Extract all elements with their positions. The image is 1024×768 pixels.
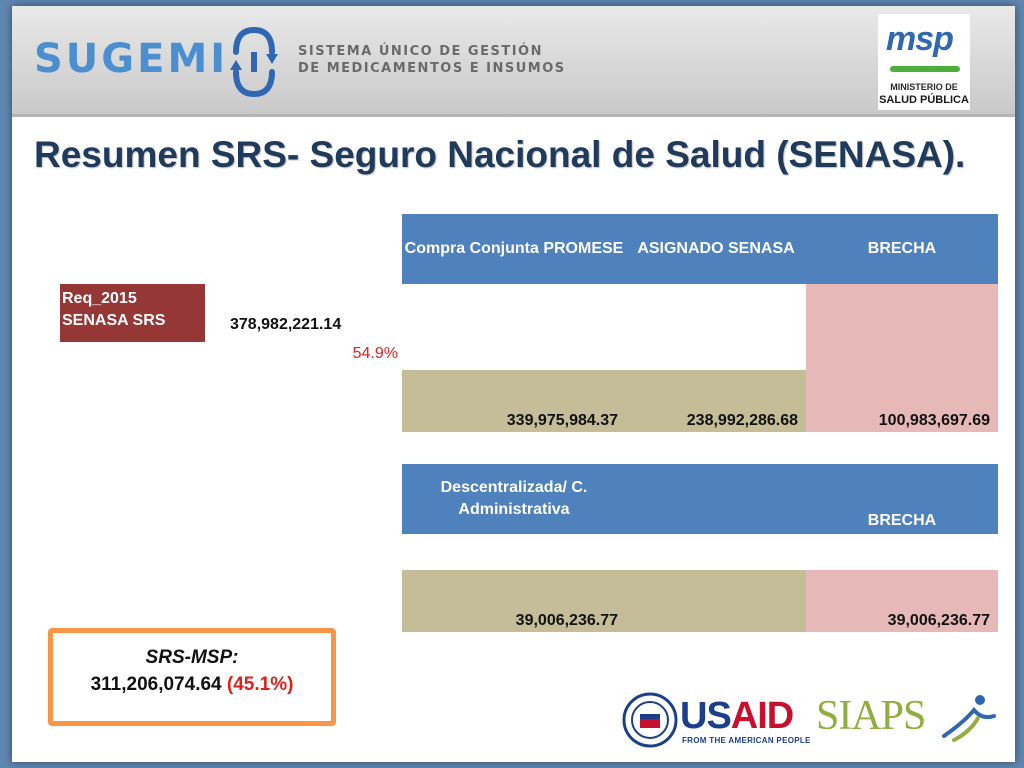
slide-title: Resumen SRS- Seguro Nacional de Salud (S… bbox=[34, 134, 966, 175]
descentralizada-value: 39,006,236.77 bbox=[402, 570, 626, 632]
sugemi-cycle-icon bbox=[230, 26, 278, 98]
srs-msp-value-line: 311,206,074.64 (45.1%) bbox=[53, 674, 331, 696]
brecha-1-spacer bbox=[806, 284, 998, 370]
header-asignado-senasa: ASIGNADO SENASA bbox=[626, 214, 806, 284]
usaid-tagline: FROM THE AMERICAN PEOPLE bbox=[682, 736, 811, 745]
siaps-logo-text: SIAPS bbox=[816, 693, 926, 739]
asignado-value: 238,992,286.68 bbox=[626, 370, 806, 432]
msp-logo-mark: msp bbox=[886, 20, 954, 58]
srs-msp-label: SRS-MSP: bbox=[145, 647, 239, 668]
srs-msp-value: 311,206,074.64 bbox=[90, 674, 222, 695]
msp-logo-bar bbox=[890, 66, 960, 72]
req-percent: 54.9% bbox=[352, 345, 398, 362]
header-brecha-1: BRECHA bbox=[806, 214, 998, 284]
sugemi-tagline: SISTEMA ÚNICO DE GESTIÓN DE MEDICAMENTOS… bbox=[298, 44, 566, 76]
header-band: SUGEMI SISTEMA ÚNICO DE GESTIÓN DE MEDIC… bbox=[12, 6, 1015, 117]
siaps-figure-icon bbox=[942, 695, 996, 742]
sugemi-logo-text: SUGEMI bbox=[34, 36, 229, 82]
descentralizada-empty bbox=[626, 570, 806, 632]
header-descentralizada: Descentralizada/ C. Administrativa bbox=[402, 464, 626, 534]
msp-logo: msp MINISTERIO DE SALUD PÚBLICA bbox=[878, 14, 970, 110]
compra-value: 339,975,984.37 bbox=[402, 370, 626, 432]
slide: SUGEMI SISTEMA ÚNICO DE GESTIÓN DE MEDIC… bbox=[12, 6, 1015, 762]
req-label-box: Req_2015 SENASA SRS bbox=[60, 284, 205, 342]
header-compra-conjunta: Compra Conjunta PROMESE bbox=[402, 214, 626, 284]
usaid-seal-icon bbox=[622, 692, 678, 748]
req-value: 378,982,221.14 bbox=[230, 316, 342, 333]
header-brecha-2: BRECHA bbox=[806, 464, 998, 534]
header-empty bbox=[626, 464, 806, 534]
srs-msp-percent: (45.1%) bbox=[226, 674, 294, 695]
brecha-2-value: 39,006,236.77 bbox=[806, 570, 998, 632]
msp-logo-line1: MINISTERIO DE bbox=[890, 82, 958, 92]
msp-logo-line2: SALUD PÚBLICA bbox=[879, 94, 969, 106]
usaid-logo-text: USAID bbox=[680, 695, 794, 737]
brecha-1-value: 100,983,697.69 bbox=[806, 370, 998, 432]
srs-msp-summary-box: SRS-MSP: 311,206,074.64 (45.1%) bbox=[48, 628, 336, 726]
